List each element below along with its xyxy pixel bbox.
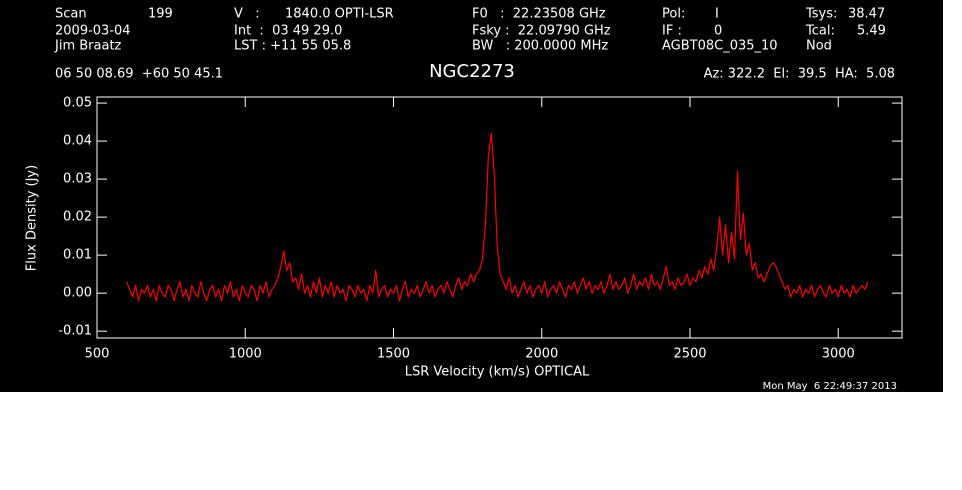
header-label: Scan bbox=[55, 7, 87, 22]
header-value: 5.49 bbox=[857, 24, 886, 39]
header-field: F0 : 22.23508 GHz bbox=[472, 7, 606, 22]
y-tick-label: 0.02 bbox=[63, 210, 92, 225]
header-field: LST : +11 55 05.8 bbox=[234, 39, 351, 54]
header-pointing: Az: 322.2 El: 39.5 HA: 5.08 bbox=[704, 67, 895, 82]
header-value: I bbox=[715, 7, 719, 22]
header-value: 199 bbox=[148, 7, 173, 22]
y-tick-label: 0.00 bbox=[63, 286, 92, 301]
header-observer: Jim Braatz bbox=[54, 39, 122, 54]
x-axis-label: LSR Velocity (km/s) OPTICAL bbox=[405, 365, 590, 380]
timestamp: Mon May 6 22:49:37 2013 bbox=[763, 381, 897, 392]
x-tick-label: 2500 bbox=[673, 347, 706, 362]
header-field: BW : 200.0000 MHz bbox=[472, 39, 608, 54]
y-axis-label: Flux Density (Jy) bbox=[25, 165, 40, 271]
y-tick-label: 0.01 bbox=[63, 248, 92, 263]
y-tick-label: 0.05 bbox=[63, 96, 92, 111]
spectrum-line bbox=[126, 132, 869, 302]
y-tick-label: 0.04 bbox=[63, 134, 92, 149]
header-field: Int : 03 49 29.0 bbox=[234, 24, 342, 39]
y-tick-label: 0.03 bbox=[63, 172, 92, 187]
plot-background bbox=[0, 0, 943, 392]
header-coordinates: 06 50 08.69 +60 50 45.1 bbox=[55, 67, 223, 82]
header-value: 38.47 bbox=[848, 7, 885, 22]
header-value: 1840.0 OPTI-LSR bbox=[285, 7, 394, 22]
x-tick-label: 3000 bbox=[822, 347, 855, 362]
header-label: IF : bbox=[662, 24, 682, 39]
header-value: 0 bbox=[714, 24, 722, 39]
header-field: Fsky : 22.09790 GHz bbox=[472, 24, 611, 39]
header-label: V : bbox=[234, 7, 260, 22]
header: Scan 199 V : 1840.0 OPTI-LSR F0 : 22.235… bbox=[54, 7, 895, 83]
x-tick-label: 500 bbox=[85, 347, 110, 362]
x-tick-label: 1500 bbox=[377, 347, 410, 362]
header-label: Pol: bbox=[662, 7, 685, 22]
chart-title: NGC2273 bbox=[429, 61, 515, 82]
header-label: Tsys: bbox=[805, 7, 837, 22]
header-date: 2009-03-04 bbox=[55, 24, 131, 39]
x-tick-label: 1000 bbox=[229, 347, 262, 362]
header-label: Tcal: bbox=[805, 24, 835, 39]
header-procedure: Nod bbox=[806, 39, 832, 54]
x-tick-label: 2000 bbox=[525, 347, 558, 362]
y-tick-label: -0.01 bbox=[58, 324, 92, 339]
header-project: AGBT08C_035_10 bbox=[662, 39, 778, 54]
